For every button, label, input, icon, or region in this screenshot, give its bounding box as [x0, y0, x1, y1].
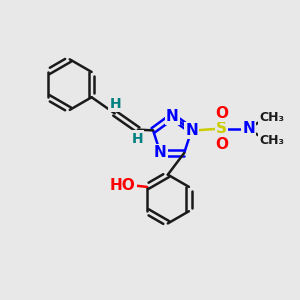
Text: S: S	[216, 122, 227, 136]
Text: N: N	[154, 146, 167, 160]
Text: HO: HO	[110, 178, 136, 193]
Text: N: N	[185, 123, 198, 138]
Text: N: N	[166, 109, 179, 124]
Text: N: N	[242, 122, 255, 136]
Text: H: H	[110, 97, 121, 111]
Text: O: O	[215, 106, 228, 121]
Text: CH₃: CH₃	[259, 111, 284, 124]
Text: CH₃: CH₃	[259, 134, 284, 147]
Text: O: O	[215, 137, 228, 152]
Text: H: H	[131, 132, 143, 145]
